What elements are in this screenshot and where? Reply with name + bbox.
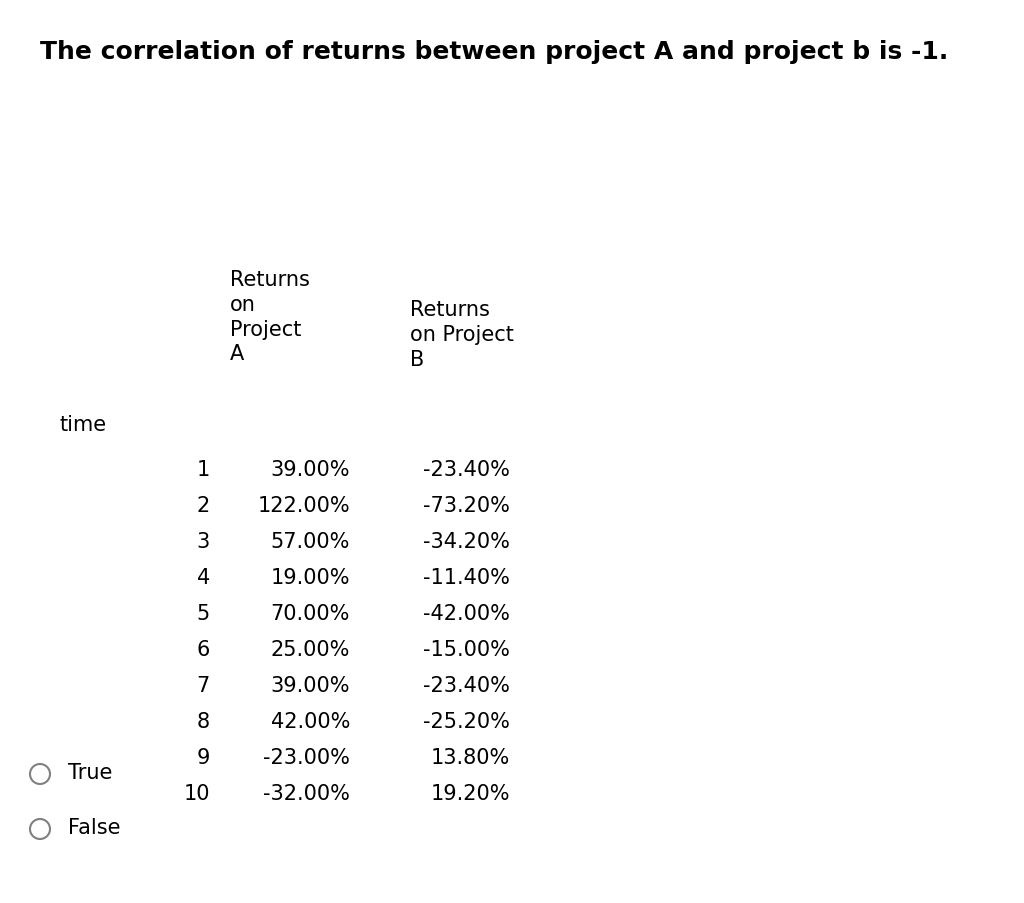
Text: -32.00%: -32.00%	[263, 783, 350, 803]
Text: 19.20%: 19.20%	[430, 783, 510, 803]
Text: -34.20%: -34.20%	[423, 531, 510, 552]
Text: -73.20%: -73.20%	[423, 496, 510, 516]
Text: -23.00%: -23.00%	[263, 747, 350, 768]
Text: 1: 1	[197, 460, 210, 479]
Text: -23.40%: -23.40%	[423, 675, 510, 695]
Text: The correlation of returns between project A and project b is -1.: The correlation of returns between proje…	[40, 40, 948, 64]
Text: 2: 2	[197, 496, 210, 516]
Text: 42.00%: 42.00%	[270, 712, 350, 731]
Text: time: time	[60, 414, 108, 434]
Text: 3: 3	[197, 531, 210, 552]
Text: True: True	[68, 762, 113, 782]
Text: 70.00%: 70.00%	[270, 603, 350, 623]
Text: -23.40%: -23.40%	[423, 460, 510, 479]
Text: 9: 9	[197, 747, 210, 768]
Text: 4: 4	[197, 567, 210, 587]
Text: 5: 5	[197, 603, 210, 623]
Text: -15.00%: -15.00%	[423, 639, 510, 659]
Text: False: False	[68, 817, 121, 837]
Text: 25.00%: 25.00%	[270, 639, 350, 659]
Text: -42.00%: -42.00%	[423, 603, 510, 623]
Text: 57.00%: 57.00%	[270, 531, 350, 552]
Text: 122.00%: 122.00%	[257, 496, 350, 516]
Text: 13.80%: 13.80%	[431, 747, 510, 768]
Text: 8: 8	[197, 712, 210, 731]
Text: -11.40%: -11.40%	[423, 567, 510, 587]
Text: 39.00%: 39.00%	[270, 460, 350, 479]
Text: Returns
on
Project
A: Returns on Project A	[230, 270, 310, 364]
Text: 6: 6	[197, 639, 210, 659]
Text: 7: 7	[197, 675, 210, 695]
Ellipse shape	[30, 764, 50, 784]
Text: 10: 10	[183, 783, 210, 803]
Text: 19.00%: 19.00%	[270, 567, 350, 587]
Text: -25.20%: -25.20%	[423, 712, 510, 731]
Ellipse shape	[30, 819, 50, 839]
Text: 39.00%: 39.00%	[270, 675, 350, 695]
Text: Returns
on Project
B: Returns on Project B	[410, 300, 514, 369]
